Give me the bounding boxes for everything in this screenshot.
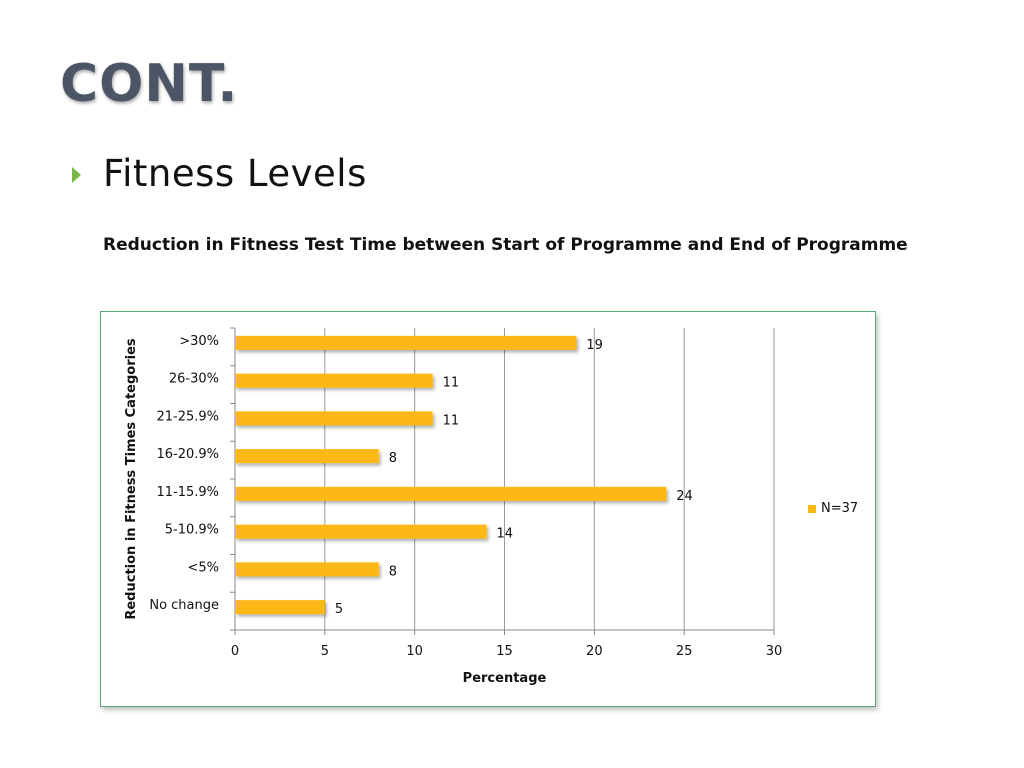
data-label: 11 [443, 376, 460, 391]
bar [235, 411, 433, 426]
x-axis-title: Percentage [463, 671, 547, 686]
x-tick-label: 15 [496, 644, 513, 659]
data-label: 24 [676, 489, 693, 504]
x-tick-label: 20 [586, 644, 603, 659]
x-tick-label: 25 [676, 644, 693, 659]
data-label: 8 [389, 564, 397, 579]
bar [235, 486, 667, 501]
bullet-item: Fitness Levels [72, 152, 367, 195]
y-axis-title: Reduction in Fitness Times Categories [124, 338, 139, 620]
legend-swatch [808, 505, 816, 513]
bar [235, 335, 577, 350]
x-tick-label: 0 [231, 644, 239, 659]
x-tick-label: 5 [321, 644, 329, 659]
y-tick-label: 5-10.9% [165, 523, 219, 538]
bar [235, 562, 379, 577]
slide-title: CONT. [60, 54, 239, 114]
data-label: 8 [389, 451, 397, 466]
y-tick-label: No change [149, 598, 219, 613]
bar [235, 600, 325, 615]
bar [235, 524, 487, 539]
x-tick-label: 10 [406, 644, 423, 659]
y-tick-label: >30% [179, 334, 219, 349]
bar [235, 449, 379, 464]
y-tick-label: 21-25.9% [156, 409, 219, 424]
legend-label: N=37 [821, 501, 858, 516]
bullet-text: Fitness Levels [103, 152, 367, 195]
data-label: 5 [335, 602, 343, 617]
x-tick-label: 30 [766, 644, 783, 659]
y-tick-label: 16-20.9% [156, 447, 219, 462]
triangle-bullet-icon [72, 166, 81, 183]
y-tick-label: 26-30% [169, 372, 219, 387]
data-label: 14 [497, 527, 514, 542]
data-label: 19 [586, 338, 603, 353]
data-label: 11 [443, 413, 460, 428]
y-tick-label: <5% [187, 560, 219, 575]
chart-frame: 0 5 10 15 20 25 30 >30% 19 26-30% 11 21-25.9% 11 16-2… [100, 311, 876, 707]
bar [235, 373, 433, 388]
y-tick-label: 11-15.9% [156, 485, 219, 500]
chart-heading: Reduction in Fitness Test Time between S… [103, 235, 908, 255]
bar-chart: 0 5 10 15 20 25 30 >30% 19 26-30% 11 21-25.9% 11 16-2… [124, 327, 858, 686]
